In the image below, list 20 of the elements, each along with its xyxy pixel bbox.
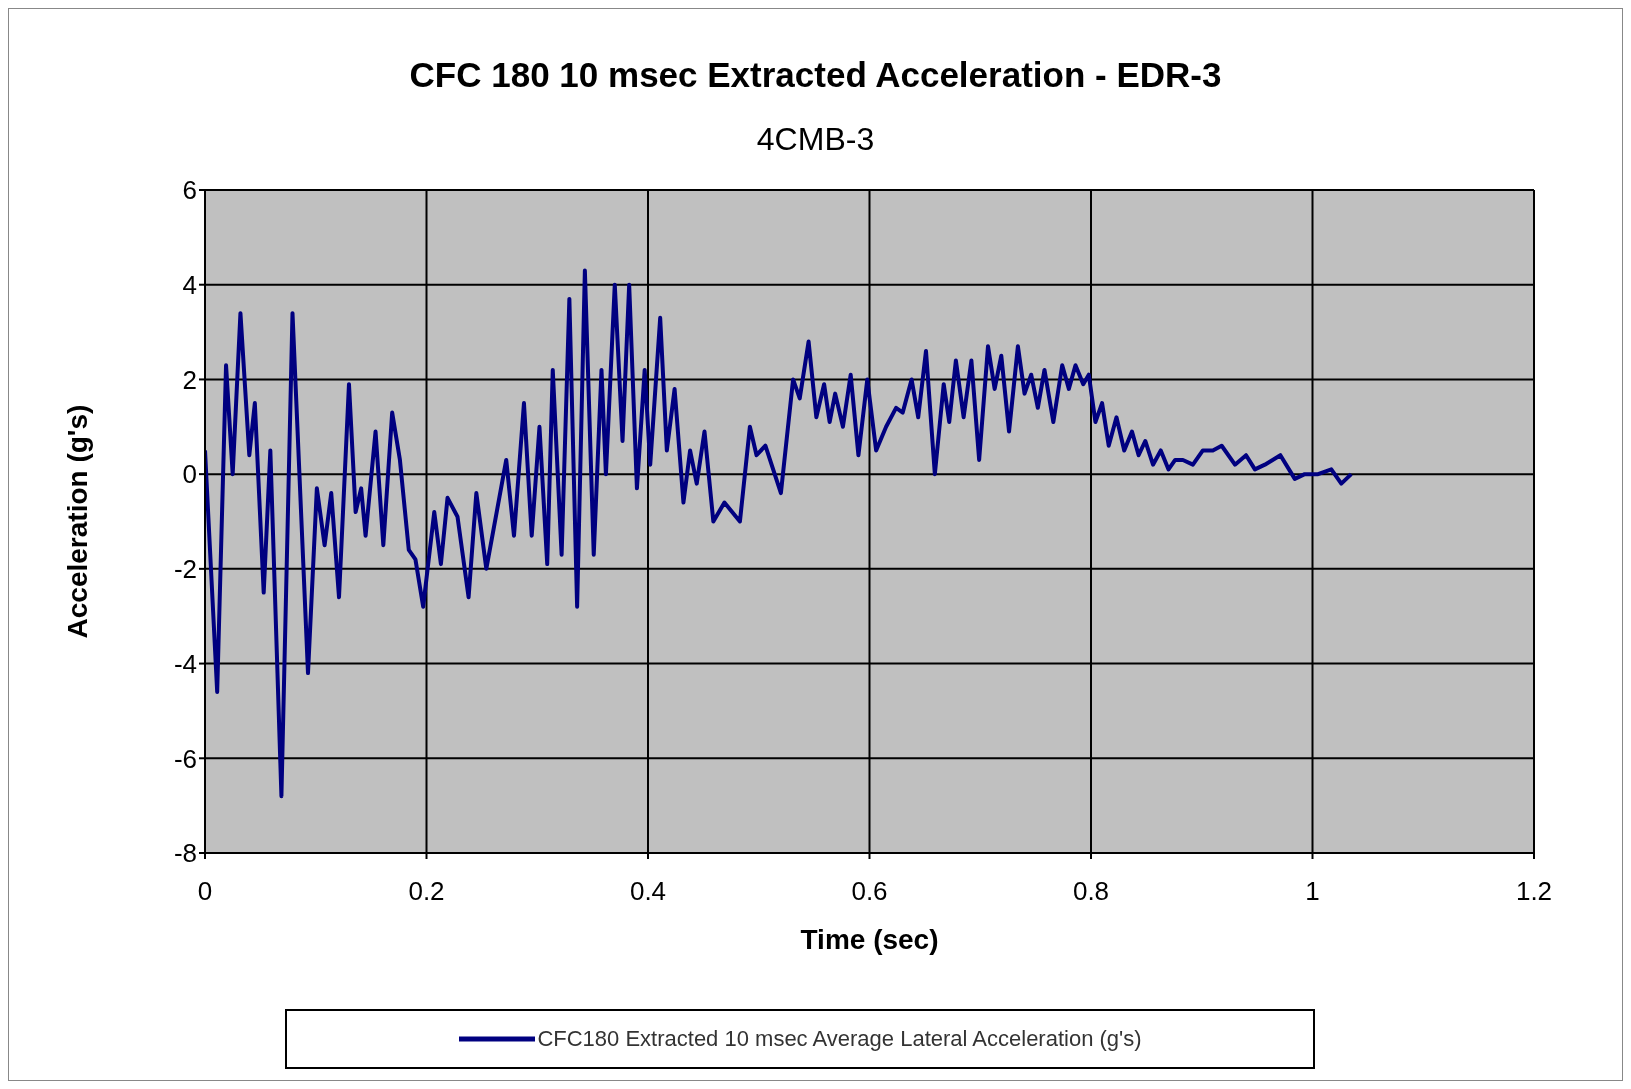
- x-tick-label: 1: [1305, 876, 1320, 907]
- y-tick-label: 6: [182, 175, 197, 206]
- line-series: [205, 268, 1354, 799]
- y-tick-label: 2: [182, 364, 197, 395]
- y-tick-label: -4: [173, 648, 197, 679]
- y-tick-label: -8: [173, 838, 197, 869]
- x-tick-label: 0.2: [408, 876, 445, 907]
- y-tick-label: 0: [182, 459, 197, 490]
- x-tick-label: 0.6: [851, 876, 888, 907]
- x-tick-label: 1.2: [1515, 876, 1553, 907]
- legend-label: CFC180 Extracted 10 msec Average Lateral Acceleration (g's): [537, 1026, 1142, 1052]
- chart-subtitle: 4CMB-3: [755, 121, 876, 158]
- y-tick-label: -6: [173, 743, 197, 774]
- x-axis-title: Time (sec): [800, 924, 939, 955]
- y-tick-label: 4: [182, 269, 197, 300]
- x-tick-label: 0.4: [629, 876, 667, 907]
- y-tick-label: -2: [173, 554, 197, 585]
- chart-title: CFC 180 10 msec Extracted Acceleration - EDR-3: [408, 55, 1223, 95]
- y-axis-title: Acceleration (g's): [61, 404, 93, 639]
- x-tick-label: 0.8: [1072, 876, 1110, 907]
